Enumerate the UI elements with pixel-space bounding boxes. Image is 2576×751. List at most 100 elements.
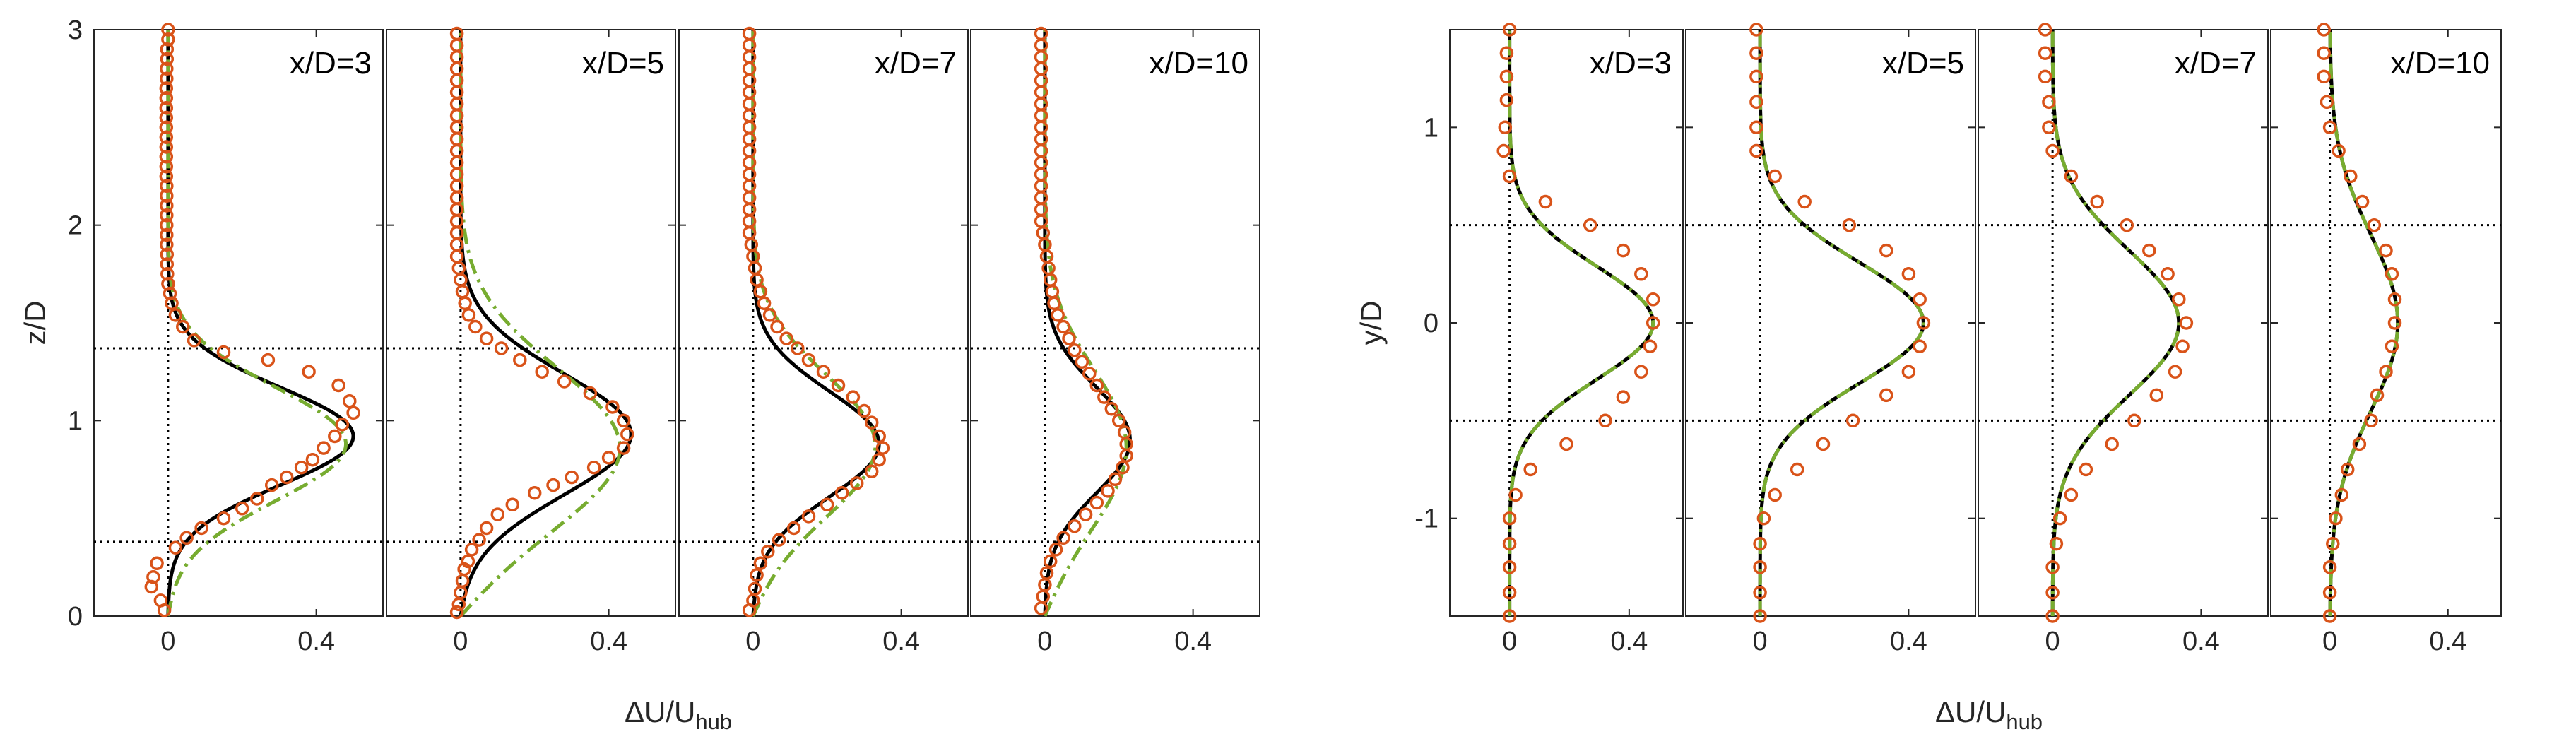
vertical-exp-point [1051,308,1065,322]
vertical-panel-label: x/D=5 [582,46,664,81]
lateral-exp-point [1499,46,1514,60]
vertical-exp-point [834,485,849,500]
vertical-exp-point [159,110,174,125]
vertical-exp-point [1104,401,1119,416]
lateral-exp-point [2320,95,2334,110]
lateral-exp-point [2370,388,2385,403]
vertical-exp-point [479,521,494,536]
lateral-exp-point [1901,267,1916,281]
vertical-exp-point [505,497,520,512]
vertical-exp-point [160,227,174,242]
vertical-exp-point [160,199,174,213]
lateral-model-curve [1508,30,1655,616]
vertical-exp-point [1108,472,1123,487]
vertical-x-tick-label: 0 [160,627,175,656]
lateral-panel-label: x/D=3 [1590,46,1672,81]
lateral-y-axis-label: y/D [1354,301,1388,345]
lateral-exp-point [2317,23,2331,37]
vertical-exp-point [159,150,174,164]
vertical-exp-point [1119,449,1133,463]
vertical-les-curve [1043,30,1133,617]
vertical-exp-point [742,603,757,617]
vertical-exp-point [249,492,264,506]
vertical-exp-point [601,451,616,465]
lateral-exp-point [2379,365,2393,379]
vertical-exp-point [294,460,309,475]
lateral-exp-point [1498,120,1513,135]
lateral-panel-4: 0 0.4 x/D=10 [2270,23,2502,656]
lateral-y-tick-label: -1 [1414,504,1438,534]
vertical-exp-point [864,415,879,430]
lateral-exp-point [1753,609,1767,623]
lateral-exp-point [2064,169,2079,184]
vertical-exp-point [305,452,320,467]
vertical-exp-point [160,208,174,223]
lateral-exp-point [2340,462,2355,477]
lateral-exp-point [2042,120,2056,135]
vertical-exp-point [160,247,175,261]
lateral-exp-point [2142,243,2156,258]
vertical-exp-point [1089,495,1104,510]
lateral-exp-point [2352,437,2367,451]
vertical-exp-point [472,533,486,547]
lateral-panel-3: 0 0.4 x/D=7 [1978,23,2269,656]
vertical-model-curve [166,30,348,617]
lateral-exp-point [2326,536,2340,551]
vertical-y-tick-label: 1 [68,406,83,436]
lateral-exp-point [2317,46,2331,60]
lateral-exp-point [2079,462,2093,477]
vertical-exp-point [762,308,777,322]
vertical-exp-point [565,470,579,485]
lateral-exp-point [1502,23,1517,37]
vertical-exp-point [264,478,279,492]
lateral-exp-point [1502,560,1517,574]
vertical-exp-point [1043,554,1058,569]
lateral-exp-point [2329,511,2343,526]
vertical-exp-point [616,441,631,455]
vertical-exp-point [317,441,331,455]
vertical-exp-point [513,353,527,367]
vertical-exp-point [161,32,175,47]
lateral-exp-point [1749,46,1763,60]
vertical-exp-point [779,331,793,345]
vertical-panel-frame [386,29,676,617]
lateral-exp-point [1502,536,1517,551]
lateral-exp-point [1499,93,1514,107]
lateral-exp-point [1499,69,1514,84]
lateral-exp-point [2038,23,2052,37]
lateral-x-tick-label: 0.4 [1610,627,1648,656]
lateral-exp-point [1753,536,1767,551]
vertical-profiles-group: 0 0.4 0 1 2 3 x/D=3 0 0.4 x/D=5 0 0.4 x/D=7 0 0.4 x/D=1… [68,16,1260,656]
vertical-exp-point [261,353,276,367]
lateral-x-tick-label: 0 [2045,627,2060,656]
vertical-exp-point [160,52,175,66]
vertical-exp-point [801,353,816,367]
vertical-exp-point [801,509,816,524]
lateral-panel-2: 0 0.4 x/D=5 [1685,23,1976,656]
lateral-exp-point [2172,292,2186,307]
lateral-exp-point [2385,267,2399,281]
lateral-exp-point [1616,390,1631,404]
vertical-exp-point [535,365,549,379]
lateral-exp-point [2322,586,2337,600]
vertical-exp-point [160,237,174,252]
vertical-exp-point [546,478,560,492]
lateral-exp-point [2387,292,2402,307]
lateral-exp-point [2045,560,2060,574]
lateral-exp-point [1598,413,1612,428]
lateral-exp-point [2344,169,2358,184]
lateral-exp-point [1768,169,1782,184]
lateral-x-tick-label: 0 [2322,627,2337,656]
vertical-exp-point [1056,319,1070,334]
vertical-exp-point [464,543,479,557]
lateral-exp-point [1816,437,1831,451]
vertical-x-tick-label: 0 [745,627,760,656]
lateral-exp-point [2385,339,2399,353]
lateral-exp-point [1634,267,1648,281]
vertical-exp-point [235,502,249,516]
vertical-y-axis-label: z/D [18,301,52,345]
vertical-exp-point [279,470,294,485]
vertical-y-tick-label: 2 [68,211,83,241]
lateral-exp-point [2322,560,2337,574]
